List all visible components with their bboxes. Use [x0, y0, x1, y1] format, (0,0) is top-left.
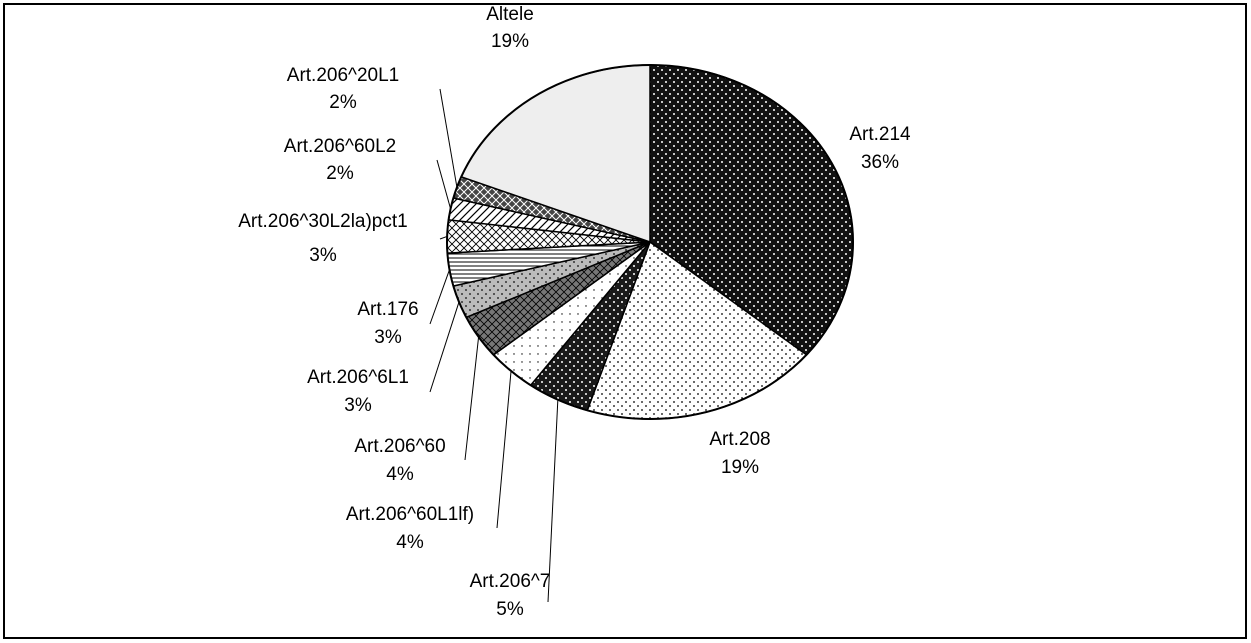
value-label: 19% [721, 457, 759, 478]
leader-line [429, 301, 460, 393]
value-label: 36% [861, 152, 899, 173]
category-label: Art.206^60L2 [284, 136, 396, 157]
category-label: Art.206^6L1 [307, 367, 409, 388]
category-label: Altele [486, 4, 534, 25]
category-label: Art.214 [849, 124, 911, 145]
category-label: Art.208 [709, 429, 770, 450]
category-label: Art.176 [357, 299, 418, 320]
pie-outline [446, 64, 854, 420]
leader-line [429, 269, 450, 325]
value-label: 2% [326, 163, 354, 184]
value-label: 4% [386, 464, 414, 485]
leader-line [547, 399, 559, 603]
value-label: 2% [329, 92, 357, 113]
category-label: Art.206^60L1lf) [346, 504, 474, 525]
value-label: 19% [491, 31, 529, 52]
leader-line [439, 235, 448, 240]
leader-line [464, 336, 480, 461]
value-label: 3% [344, 395, 372, 416]
leader-line [439, 88, 458, 188]
value-label: 5% [496, 599, 524, 620]
leader-line [436, 159, 452, 209]
value-label: 3% [309, 245, 337, 266]
category-label: Art.206^30L2la)pct1 [238, 211, 407, 232]
leader-line [496, 370, 512, 529]
category-label: Art.206^20L1 [287, 65, 399, 86]
category-label: Art.206^60 [354, 436, 445, 457]
value-label: 4% [396, 532, 424, 553]
category-label: Art.206^7 [470, 571, 551, 592]
value-label: 3% [374, 327, 402, 348]
